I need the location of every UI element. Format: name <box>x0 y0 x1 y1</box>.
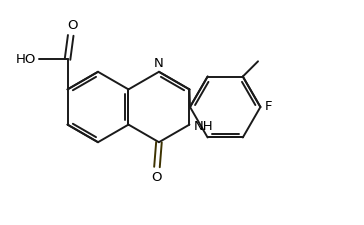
Text: O: O <box>152 171 162 184</box>
Text: HO: HO <box>16 53 36 66</box>
Text: NH: NH <box>193 120 213 133</box>
Text: N: N <box>154 57 164 70</box>
Text: F: F <box>264 101 272 113</box>
Text: O: O <box>67 19 78 32</box>
